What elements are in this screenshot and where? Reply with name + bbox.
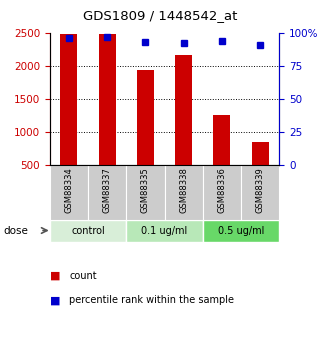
Bar [252, 142, 269, 165]
Bar [241, 165, 279, 219]
Bar [203, 165, 241, 219]
Bar [50, 165, 88, 219]
Text: 0.5 ug/ml: 0.5 ug/ml [218, 226, 264, 236]
Bar [60, 34, 77, 165]
Bar [137, 70, 154, 165]
Text: GSM88336: GSM88336 [217, 167, 226, 213]
Text: ■: ■ [50, 271, 60, 281]
Bar [50, 219, 126, 242]
Text: count: count [69, 271, 97, 281]
Bar [126, 165, 164, 219]
Text: ■: ■ [50, 295, 60, 305]
Bar [175, 55, 192, 165]
Text: GDS1809 / 1448542_at: GDS1809 / 1448542_at [83, 9, 238, 22]
Text: dose: dose [3, 226, 28, 236]
Text: GSM88339: GSM88339 [256, 167, 265, 213]
Bar [203, 219, 279, 242]
Bar [99, 34, 116, 165]
Text: GSM88335: GSM88335 [141, 167, 150, 213]
Text: GSM88334: GSM88334 [65, 167, 74, 213]
Text: control: control [71, 226, 105, 236]
Bar [164, 165, 203, 219]
Text: GSM88337: GSM88337 [103, 167, 112, 213]
Text: percentile rank within the sample: percentile rank within the sample [69, 295, 234, 305]
Bar [88, 165, 126, 219]
Bar [213, 115, 230, 165]
Text: GSM88338: GSM88338 [179, 167, 188, 213]
Text: 0.1 ug/ml: 0.1 ug/ml [141, 226, 188, 236]
Bar [126, 219, 203, 242]
